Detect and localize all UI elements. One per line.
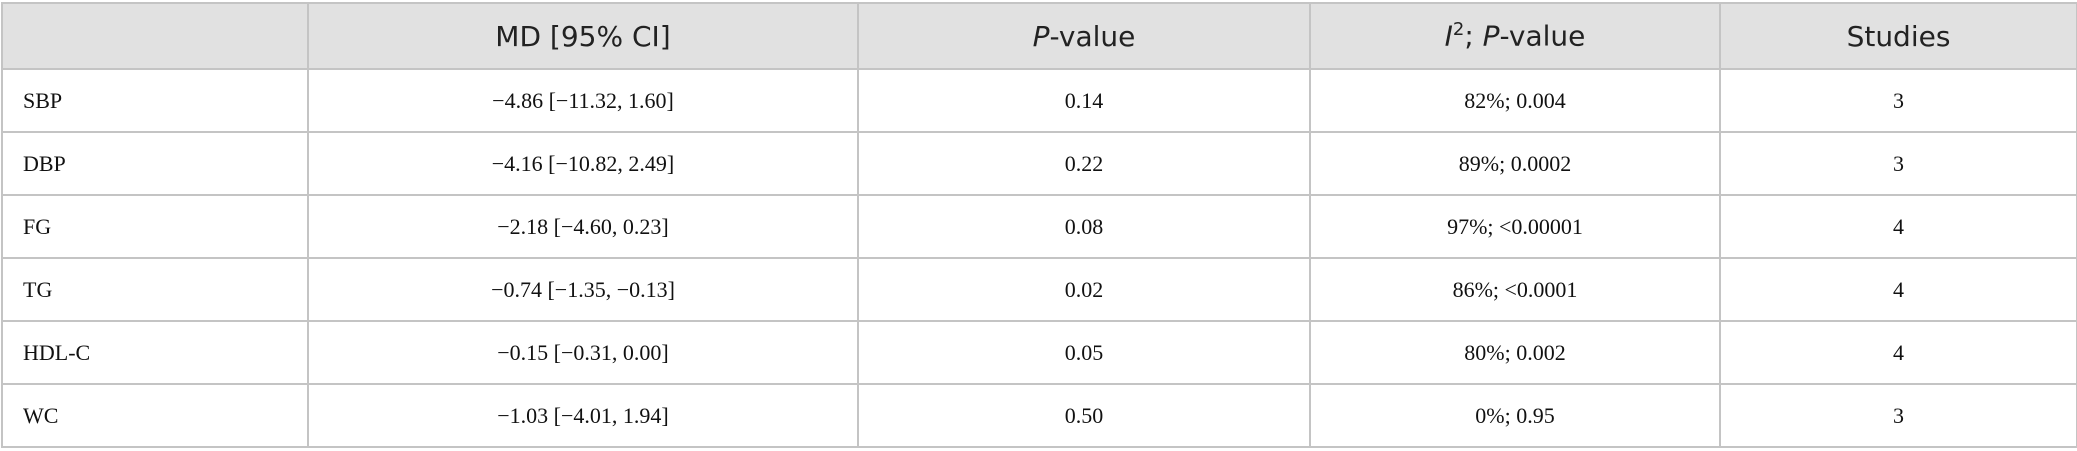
row-label: SBP bbox=[1, 68, 309, 133]
header-text: P bbox=[1032, 19, 1050, 53]
table-row: WC −1.03 [−4.01, 1.94] 0.50 0%; 0.95 3 bbox=[1, 383, 2077, 448]
table-cell: 0%; 0.95 bbox=[1309, 383, 1721, 448]
header-text: 2 bbox=[1452, 19, 1465, 41]
header-cell: MD [95% CI] bbox=[307, 2, 859, 70]
row-label: WC bbox=[1, 383, 309, 448]
table-cell: 0.14 bbox=[857, 68, 1311, 133]
table-cell: 86%; <0.0001 bbox=[1309, 257, 1721, 322]
table-row: SBP −4.86 [−11.32, 1.60] 0.14 82%; 0.004 3 bbox=[1, 68, 2077, 133]
table-cell: 0.50 bbox=[857, 383, 1311, 448]
table-cell: 80%; 0.002 bbox=[1309, 320, 1721, 385]
table-cell: 0.05 bbox=[857, 320, 1311, 385]
header-text: P bbox=[1482, 19, 1500, 53]
header-text: MD [95% CI] bbox=[495, 19, 671, 53]
table-cell: 82%; 0.004 bbox=[1309, 68, 1721, 133]
header-text: ; bbox=[1464, 19, 1483, 53]
table-cell: 0.02 bbox=[857, 257, 1311, 322]
table-cell: 0.22 bbox=[857, 131, 1311, 196]
table-cell: −1.03 [−4.01, 1.94] bbox=[307, 383, 859, 448]
header-text: I bbox=[1444, 19, 1453, 53]
table-cell: −0.15 [−0.31, 0.00] bbox=[307, 320, 859, 385]
table-cell: 89%; 0.0002 bbox=[1309, 131, 1721, 196]
table-cell: 4 bbox=[1719, 194, 2077, 259]
table-cell: 3 bbox=[1719, 131, 2077, 196]
table-cell: 0.08 bbox=[857, 194, 1311, 259]
table-cell: 3 bbox=[1719, 383, 2077, 448]
table-cell: −2.18 [−4.60, 0.23] bbox=[307, 194, 859, 259]
row-label: DBP bbox=[1, 131, 309, 196]
table-row: FG −2.18 [−4.60, 0.23] 0.08 97%; <0.00001 4 bbox=[1, 194, 2077, 259]
header-text: -value bbox=[1049, 19, 1136, 53]
row-label: FG bbox=[1, 194, 309, 259]
table-cell: 4 bbox=[1719, 257, 2077, 322]
table-row: TG −0.74 [−1.35, −0.13] 0.02 86%; <0.0001 4 bbox=[1, 257, 2077, 322]
row-label: TG bbox=[1, 257, 309, 322]
table-cell: −0.74 [−1.35, −0.13] bbox=[307, 257, 859, 322]
header-text: Studies bbox=[1846, 19, 1951, 53]
header-row: MD [95% CI] P-value I2; P-value Studies bbox=[1, 2, 2077, 70]
header-cell: I2; P-value bbox=[1309, 2, 1721, 70]
row-label: HDL-C bbox=[1, 320, 309, 385]
table-row: HDL-C −0.15 [−0.31, 0.00] 0.05 80%; 0.002 4 bbox=[1, 320, 2077, 385]
table-cell: −4.16 [−10.82, 2.49] bbox=[307, 131, 859, 196]
header-cell: P-value bbox=[857, 2, 1311, 70]
header-cell: Studies bbox=[1719, 2, 2077, 70]
header-cell bbox=[1, 2, 309, 70]
table-cell: 4 bbox=[1719, 320, 2077, 385]
table-body: SBP −4.86 [−11.32, 1.60] 0.14 82%; 0.004 3 DB… bbox=[1, 68, 2077, 448]
table-cell: 3 bbox=[1719, 68, 2077, 133]
table-row: DBP −4.16 [−10.82, 2.49] 0.22 89%; 0.0002 3 bbox=[1, 131, 2077, 196]
table-cell: −4.86 [−11.32, 1.60] bbox=[307, 68, 859, 133]
header-text: -value bbox=[1499, 19, 1586, 53]
table-cell: 97%; <0.00001 bbox=[1309, 194, 1721, 259]
